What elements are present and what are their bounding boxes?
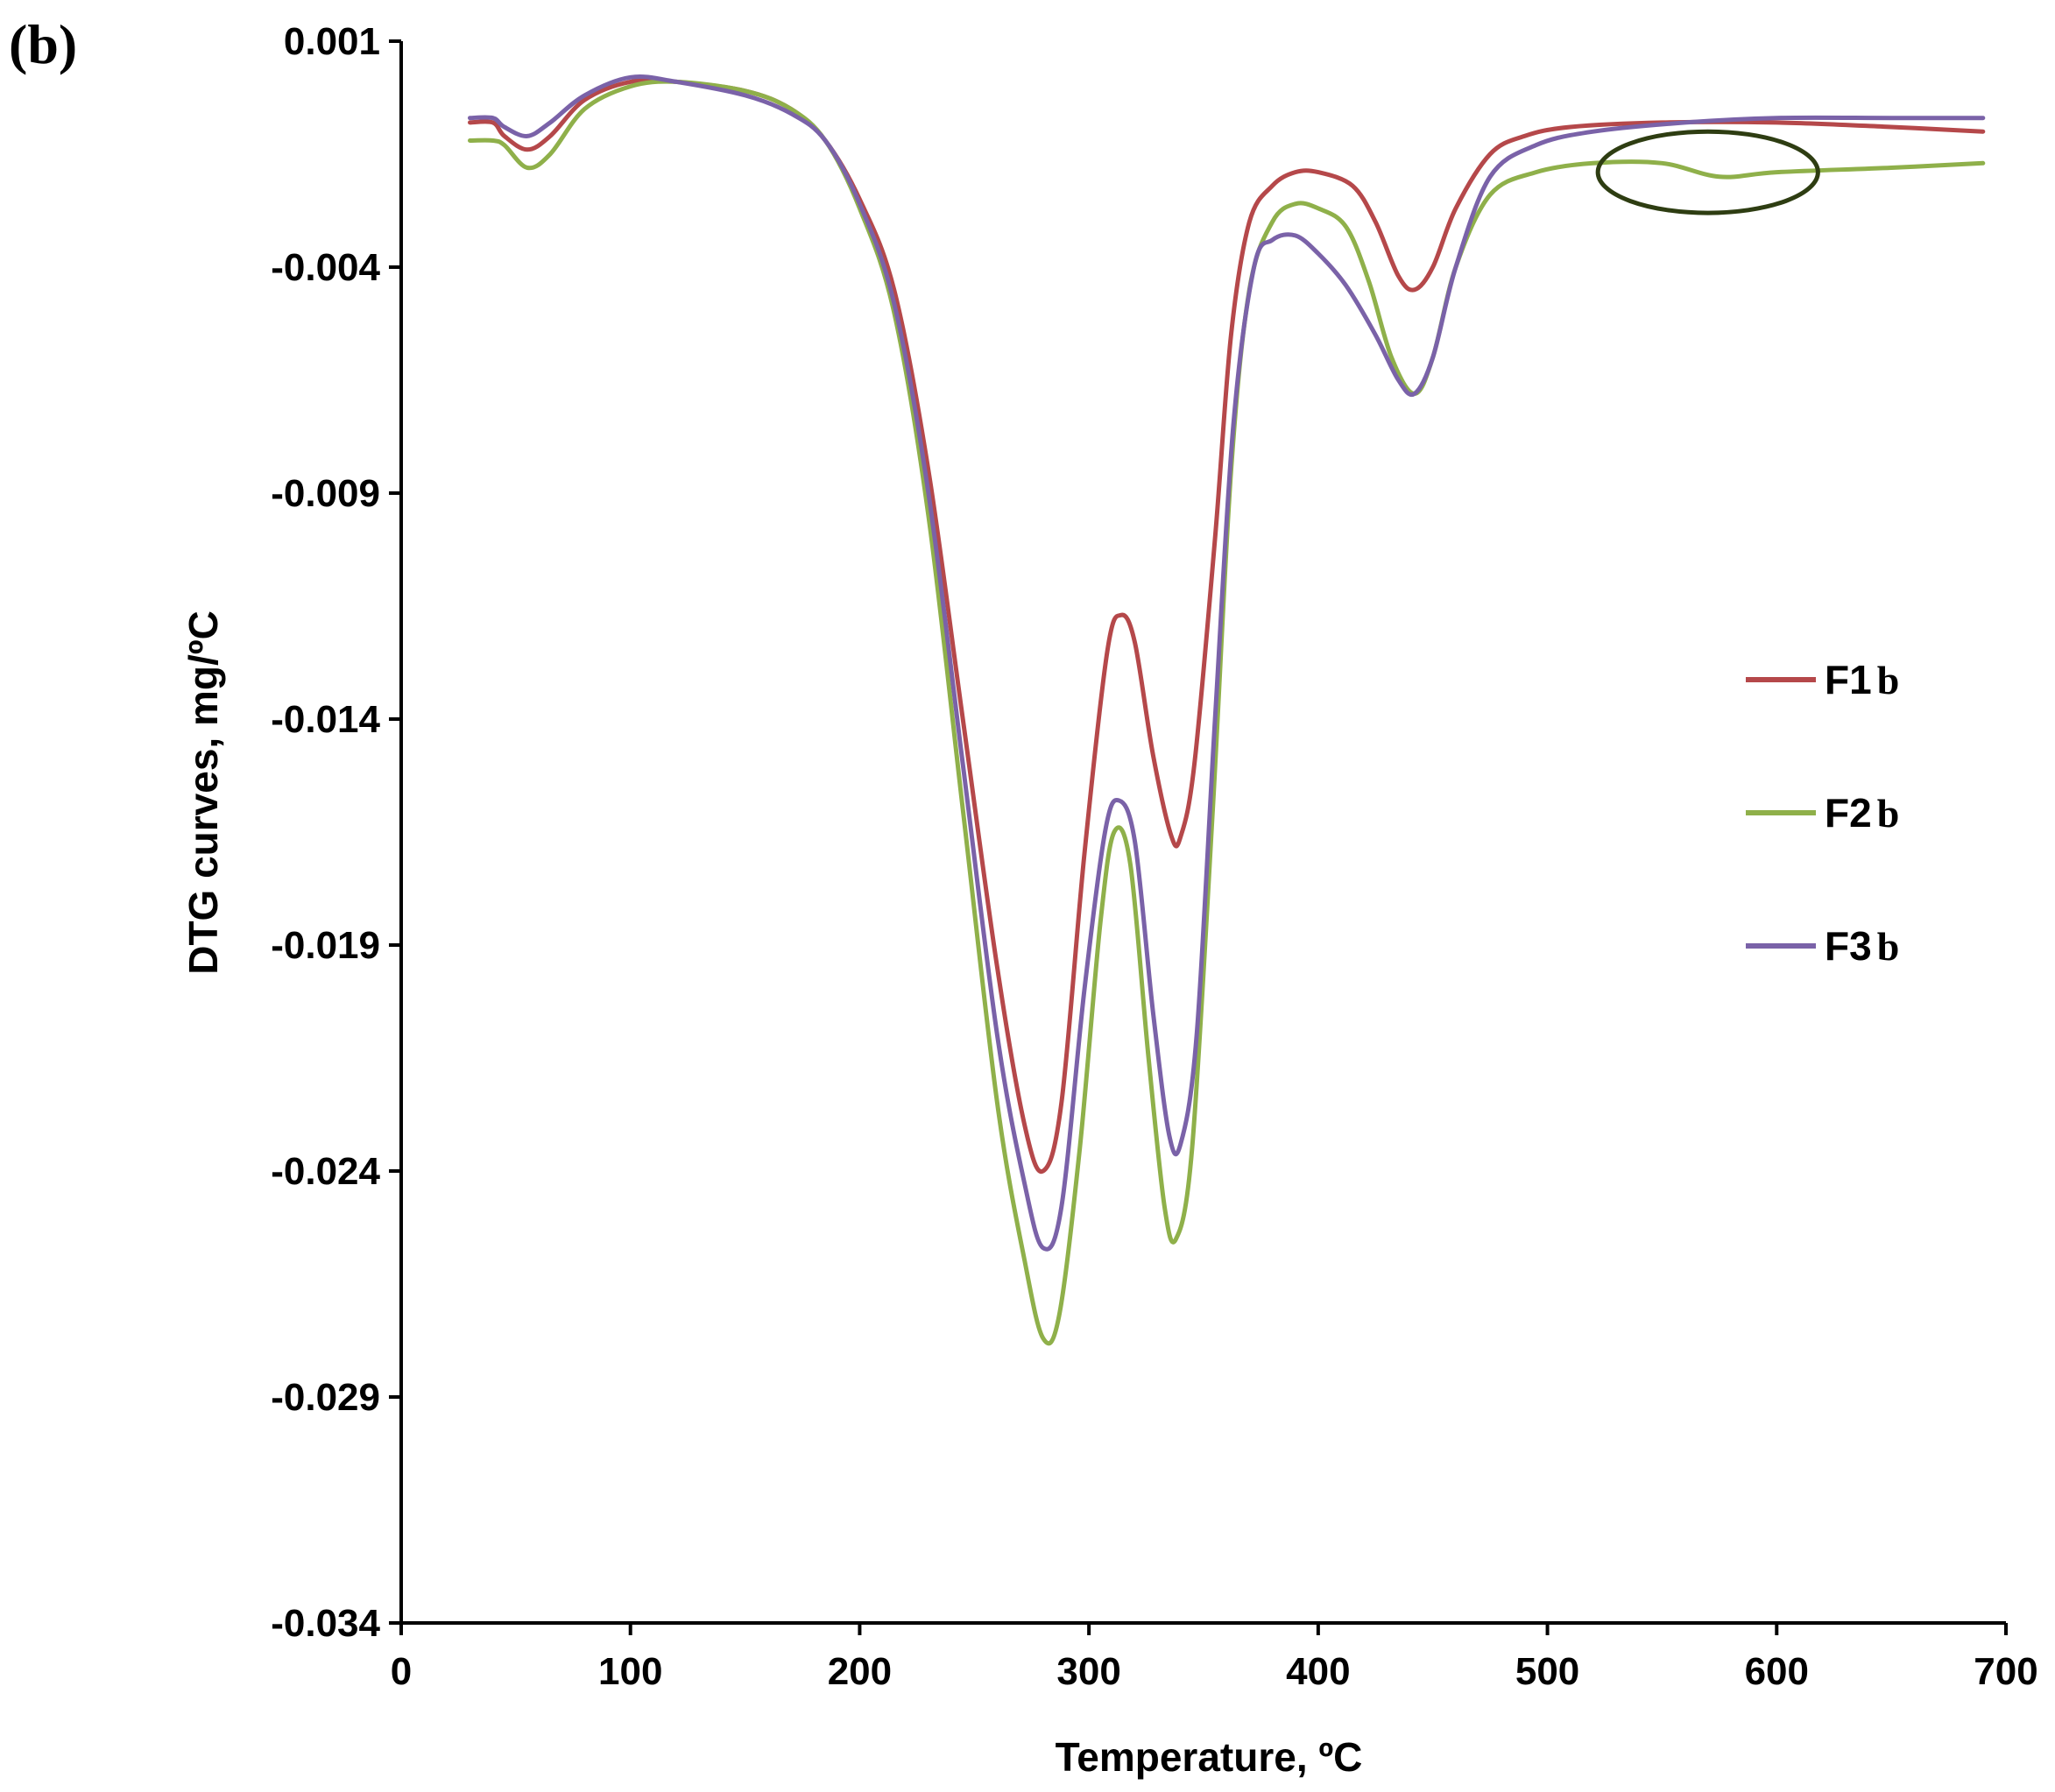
legend-label-f2: F2 b	[1825, 790, 1899, 836]
x-tick-label: 500	[1515, 1650, 1579, 1693]
panel-label: (b)	[9, 13, 77, 75]
series-group	[468, 74, 1986, 1346]
y-ticks: 0.001 -0.004 -0.009 -0.014 -0.019 -0.024 -0.02…	[271, 20, 401, 1645]
y-tick-label: -0.029	[271, 1376, 380, 1419]
plot-area	[468, 74, 1986, 1346]
legend-label-f3: F3 b	[1825, 923, 1899, 969]
legend-label-sub: b	[1877, 658, 1900, 702]
y-axis-title: DTG curves, mg/ºC	[180, 610, 226, 975]
y-tick-label: -0.004	[271, 246, 380, 289]
y-tick-label: 0.001	[284, 20, 380, 63]
y-tick-label: -0.019	[271, 924, 380, 967]
series-line-f1	[468, 77, 1986, 1175]
y-tick-label: -0.024	[271, 1150, 380, 1193]
x-tick-label: 600	[1745, 1650, 1809, 1693]
x-tick-label: 200	[828, 1650, 892, 1693]
x-tick-label: 0	[391, 1650, 412, 1693]
series-line-f3	[468, 74, 1986, 1252]
x-tick-label: 400	[1286, 1650, 1350, 1693]
x-axis-title: Temperature, ºC	[1056, 1734, 1363, 1780]
x-ticks: 0 100 200 300 400 500 600 700	[391, 1623, 2038, 1693]
legend-label-f1: F1 b	[1825, 657, 1899, 702]
legend-label-sub: b	[1877, 924, 1900, 969]
y-tick-label: -0.009	[271, 472, 380, 515]
highlight-ellipse	[1595, 129, 1820, 215]
y-tick-label: -0.014	[271, 698, 380, 741]
x-tick-label: 700	[1974, 1650, 2037, 1693]
legend-label-sub: b	[1877, 791, 1900, 836]
x-tick-label: 300	[1056, 1650, 1120, 1693]
y-tick-label: -0.034	[271, 1602, 380, 1645]
series-line-f2	[468, 79, 1986, 1346]
legend: F1 b F2 b F3 b	[1746, 657, 1899, 969]
x-tick-label: 100	[598, 1650, 662, 1693]
annotation-group	[1595, 129, 1820, 215]
